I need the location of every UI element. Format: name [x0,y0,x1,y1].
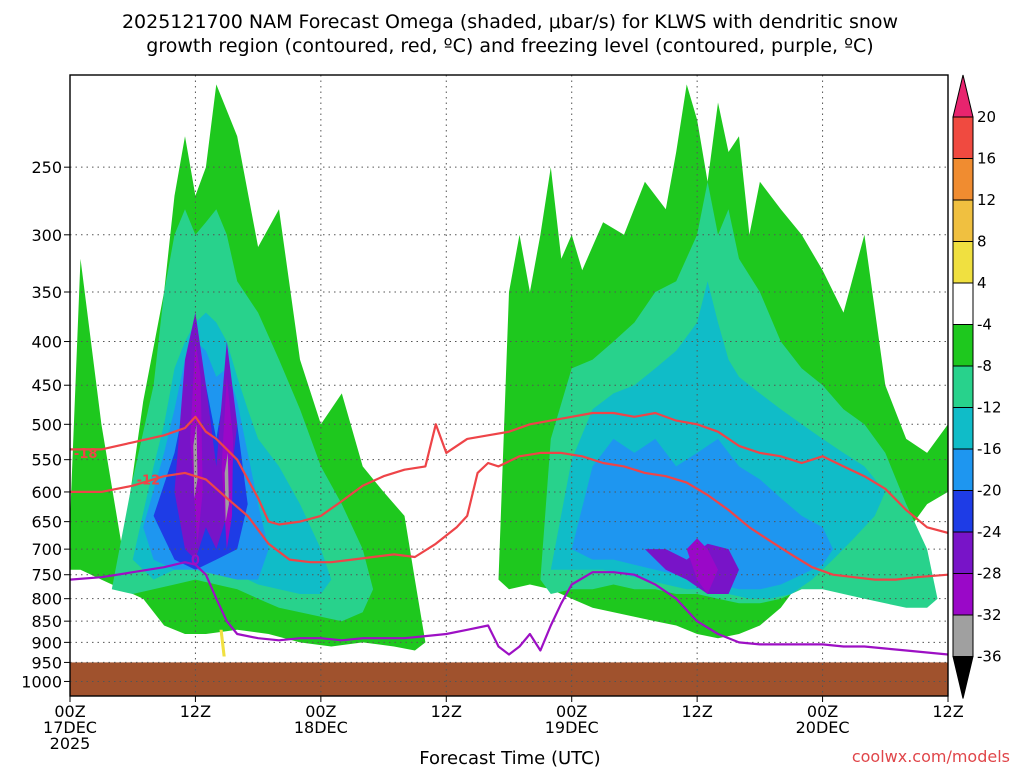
credit-text: coolwx.com/models [852,747,1010,766]
chart-title-line-1: 2025121700 NAM Forecast Omega (shaded, μ… [122,11,898,33]
colorbar-label-4: 4 [977,274,987,292]
grid [70,75,948,696]
x-tick-label-h0-l2: 17DEC [43,718,97,737]
y-tick-label-1000: 1000 [21,672,62,691]
ground-fill [70,662,948,696]
y-tick-label-950: 950 [31,653,62,672]
y-tick-label-800: 800 [31,590,62,609]
dgz-contour-1-line [70,451,948,581]
colorbar-box-11 [952,573,974,616]
colorbar-label-13: -36 [977,648,1002,666]
colorbar-box-8 [952,448,974,491]
y-tick-label-350: 350 [31,283,62,302]
colorbar-label-1: 16 [977,150,996,168]
x-tick-label-h84-l1: 12Z [932,702,963,721]
y-tick-label-550: 550 [31,451,62,470]
x-tick-label-h12-l1: 12Z [180,702,211,721]
omega-region-13 [686,538,718,594]
colorbar-box-12 [952,614,974,657]
y-tick-label-700: 700 [31,540,62,559]
colorbar-label-5: -4 [977,316,992,334]
x-tick-label-h24-l2: 18DEC [294,718,348,737]
colorbar-label-7: -12 [977,399,1002,417]
colorbar-box-10 [952,531,974,574]
colorbar-bottom-arrow [952,656,974,699]
y-tick-label-600: 600 [31,483,62,502]
dgz-contour-1-label: -12 [137,473,161,488]
y-tick-label-900: 900 [31,633,62,652]
y-axis: 250 300 350 400 450 500 550 600 650 700 750 800 850 9… [21,158,70,691]
x-tick-label-h36-l1: 12Z [431,702,462,721]
colorbar-box-5 [952,324,974,367]
omega-region-9 [174,312,238,560]
y-tick-label-850: 850 [31,612,62,631]
x-tick-label-h0-l3: 2025 [50,734,91,753]
colorbar-label-3: 8 [977,233,987,251]
y-tick-label-450: 450 [31,376,62,395]
x-tick-label-h24-l1: 00Z [305,702,336,721]
freezing-level-contour-0-label: 0 [191,554,200,569]
dgz-contour-0-line [70,411,948,534]
y-tick-label-250: 250 [31,158,62,177]
x-tick-label-h0-l1: 00Z [54,702,85,721]
colorbar-label-2: 12 [977,191,996,209]
x-tick-label-h72-l2: 20DEC [796,718,850,737]
x-tick-label-h72-l1: 00Z [807,702,838,721]
colorbar-box-3 [952,241,974,284]
colorbar-box-0 [952,116,974,159]
colorbar-label-11: -28 [977,565,1002,583]
y-tick-label-750: 750 [31,566,62,585]
omega-region-15 [224,452,229,522]
dgz-contour-0-label: -18 [74,447,98,462]
contour-lines: -18 -12 0 [70,411,948,656]
x-axis-label: Forecast Time (UTC) [419,748,600,768]
freezing-level-contour-0-line [70,561,948,656]
terrain-fill [70,662,948,696]
x-tick-label-h48-l2: 19DEC [545,718,599,737]
omega-region-10 [644,543,739,594]
y-tick-label-300: 300 [31,226,62,245]
x-tick-label-h48-l1: 00Z [556,702,587,721]
colorbar-box-1 [952,158,974,201]
omega-region-7 [571,438,833,590]
chart-title-line-2: growth region (contoured, red, ºC) and f… [146,35,873,57]
colorbar: 20 16 12 8 4 -4 -8 -12 -16 -20 -24 -28 -32 -36 [952,74,1002,699]
colorbar-label-0: 20 [977,108,996,126]
omega-region-16 [219,629,226,657]
y-tick-label-400: 400 [31,333,62,352]
x-tick-label-h60-l1: 12Z [681,702,712,721]
y-tick-label-500: 500 [31,415,62,434]
colorbar-label-10: -24 [977,523,1002,541]
colorbar-box-9 [952,490,974,533]
colorbar-label-9: -20 [977,482,1002,500]
colorbar-label-6: -8 [977,357,992,375]
colorbar-box-2 [952,199,974,242]
colorbar-box-7 [952,407,974,450]
colorbar-label-12: -32 [977,606,1002,624]
colorbar-top-arrow [952,74,974,118]
colorbar-label-8: -16 [977,440,1002,458]
colorbar-box-6 [952,365,974,408]
y-tick-label-650: 650 [31,513,62,532]
colorbar-box-4 [952,282,974,325]
